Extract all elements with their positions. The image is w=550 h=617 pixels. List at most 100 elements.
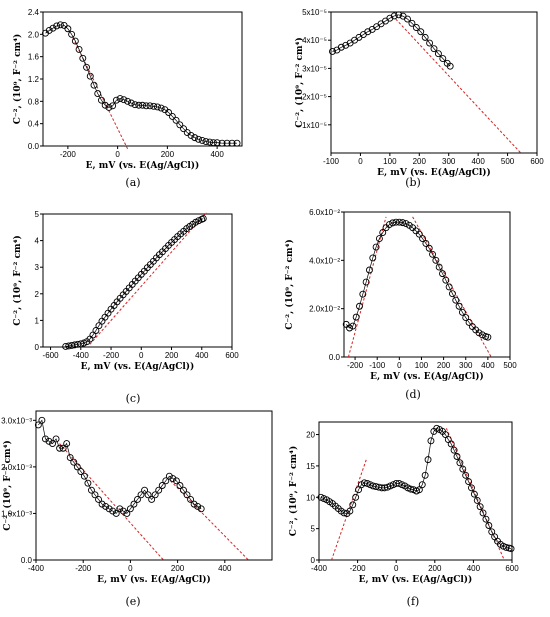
plot-frame bbox=[343, 211, 511, 358]
x-tick-label: -600 bbox=[43, 351, 60, 360]
data-point bbox=[56, 21, 64, 29]
data-point bbox=[465, 318, 473, 326]
data-point bbox=[172, 477, 180, 485]
y-tick-label: 0.8 bbox=[28, 97, 40, 106]
data-point bbox=[342, 41, 350, 49]
data-point bbox=[441, 431, 449, 438]
data-point bbox=[45, 26, 53, 34]
data-point bbox=[385, 221, 393, 229]
data-point bbox=[482, 515, 490, 523]
data-point bbox=[421, 471, 429, 479]
data-point bbox=[375, 235, 383, 243]
data-point bbox=[109, 507, 117, 515]
data-point bbox=[137, 491, 145, 499]
data-point bbox=[73, 463, 81, 471]
data-point bbox=[228, 139, 236, 147]
panel-caption: (e) bbox=[125, 595, 140, 608]
panel-caption: (d) bbox=[405, 388, 421, 401]
data-point bbox=[95, 496, 102, 503]
fit-line bbox=[59, 443, 164, 561]
y-tick-label: 2.0x10⁻² bbox=[309, 305, 340, 314]
x-tick-label: 400 bbox=[218, 564, 232, 573]
data-point bbox=[80, 472, 88, 480]
x-tick-label: 200 bbox=[413, 157, 427, 166]
x-tick-label: 300 bbox=[459, 361, 473, 370]
x-tick-label: -200 bbox=[60, 150, 77, 159]
data-point bbox=[148, 496, 156, 503]
data-point bbox=[105, 505, 113, 513]
data-point bbox=[90, 81, 98, 89]
data-point bbox=[356, 302, 363, 310]
data-point bbox=[412, 24, 420, 31]
data-point bbox=[146, 102, 154, 110]
panel-caption: (f) bbox=[407, 595, 420, 608]
data-point bbox=[408, 19, 416, 27]
data-point bbox=[429, 250, 436, 258]
data-point bbox=[123, 509, 131, 517]
data-point bbox=[352, 313, 360, 321]
data-point bbox=[470, 490, 478, 498]
data-point bbox=[349, 501, 357, 509]
data-point bbox=[421, 33, 429, 41]
x-tick-label: 600 bbox=[225, 351, 239, 360]
data-point bbox=[329, 48, 336, 55]
data-point bbox=[49, 440, 56, 448]
data-point bbox=[195, 135, 202, 143]
data-point bbox=[86, 72, 94, 80]
data-point bbox=[402, 220, 410, 228]
y-axis-label: C⁻², (10⁹, F⁻² cm⁴) bbox=[288, 446, 299, 537]
fit-line bbox=[331, 459, 367, 561]
data-point bbox=[392, 218, 400, 226]
data-point bbox=[346, 324, 353, 332]
data-point bbox=[98, 500, 106, 508]
data-point bbox=[187, 496, 195, 503]
series-line bbox=[65, 218, 204, 347]
data-point bbox=[134, 496, 141, 503]
data-point bbox=[142, 102, 150, 110]
data-point bbox=[507, 545, 515, 553]
data-point bbox=[187, 131, 195, 139]
data-point bbox=[141, 486, 149, 494]
x-tick-label: 200 bbox=[171, 564, 185, 573]
data-point bbox=[446, 62, 454, 70]
data-point bbox=[355, 486, 363, 494]
y-tick-label: 0.0 bbox=[329, 353, 341, 362]
x-tick-label: 500 bbox=[503, 361, 517, 370]
data-point bbox=[419, 235, 427, 243]
panel-caption: (a) bbox=[125, 176, 140, 189]
y-tick-label: 0.0 bbox=[28, 142, 40, 151]
data-point bbox=[105, 104, 113, 111]
data-point bbox=[63, 440, 71, 448]
data-point bbox=[120, 96, 128, 104]
x-tick-label: 200 bbox=[161, 150, 175, 159]
x-tick-label: -200 bbox=[350, 564, 367, 573]
data-point bbox=[488, 528, 496, 536]
y-tick-label: 0.0 bbox=[21, 556, 33, 565]
x-tick-label: 200 bbox=[428, 564, 442, 573]
data-point bbox=[150, 102, 158, 110]
y-tick-label: 2x10⁻⁵ bbox=[302, 93, 327, 102]
data-point bbox=[199, 215, 207, 222]
y-tick-label: 6.0x10⁻² bbox=[309, 208, 340, 217]
data-point bbox=[45, 437, 53, 445]
x-tick-label: 0 bbox=[358, 157, 363, 166]
x-tick-label: -400 bbox=[311, 564, 328, 573]
y-tick-label: 2.4 bbox=[28, 8, 40, 17]
data-point bbox=[395, 218, 403, 226]
data-point bbox=[475, 329, 483, 337]
y-tick-label: 0 bbox=[311, 556, 316, 565]
data-point bbox=[445, 283, 453, 291]
data-point bbox=[79, 54, 87, 62]
data-point bbox=[151, 491, 159, 499]
data-point bbox=[435, 263, 443, 271]
series-line bbox=[38, 419, 202, 514]
data-point bbox=[38, 416, 46, 424]
data-point bbox=[75, 45, 83, 53]
data-point bbox=[425, 244, 433, 252]
data-point bbox=[459, 465, 467, 473]
data-point bbox=[442, 276, 450, 284]
x-tick-label: 300 bbox=[442, 157, 456, 166]
x-tick-label: 0 bbox=[394, 564, 399, 573]
data-point bbox=[70, 458, 78, 466]
x-tick-label: 600 bbox=[505, 564, 519, 573]
